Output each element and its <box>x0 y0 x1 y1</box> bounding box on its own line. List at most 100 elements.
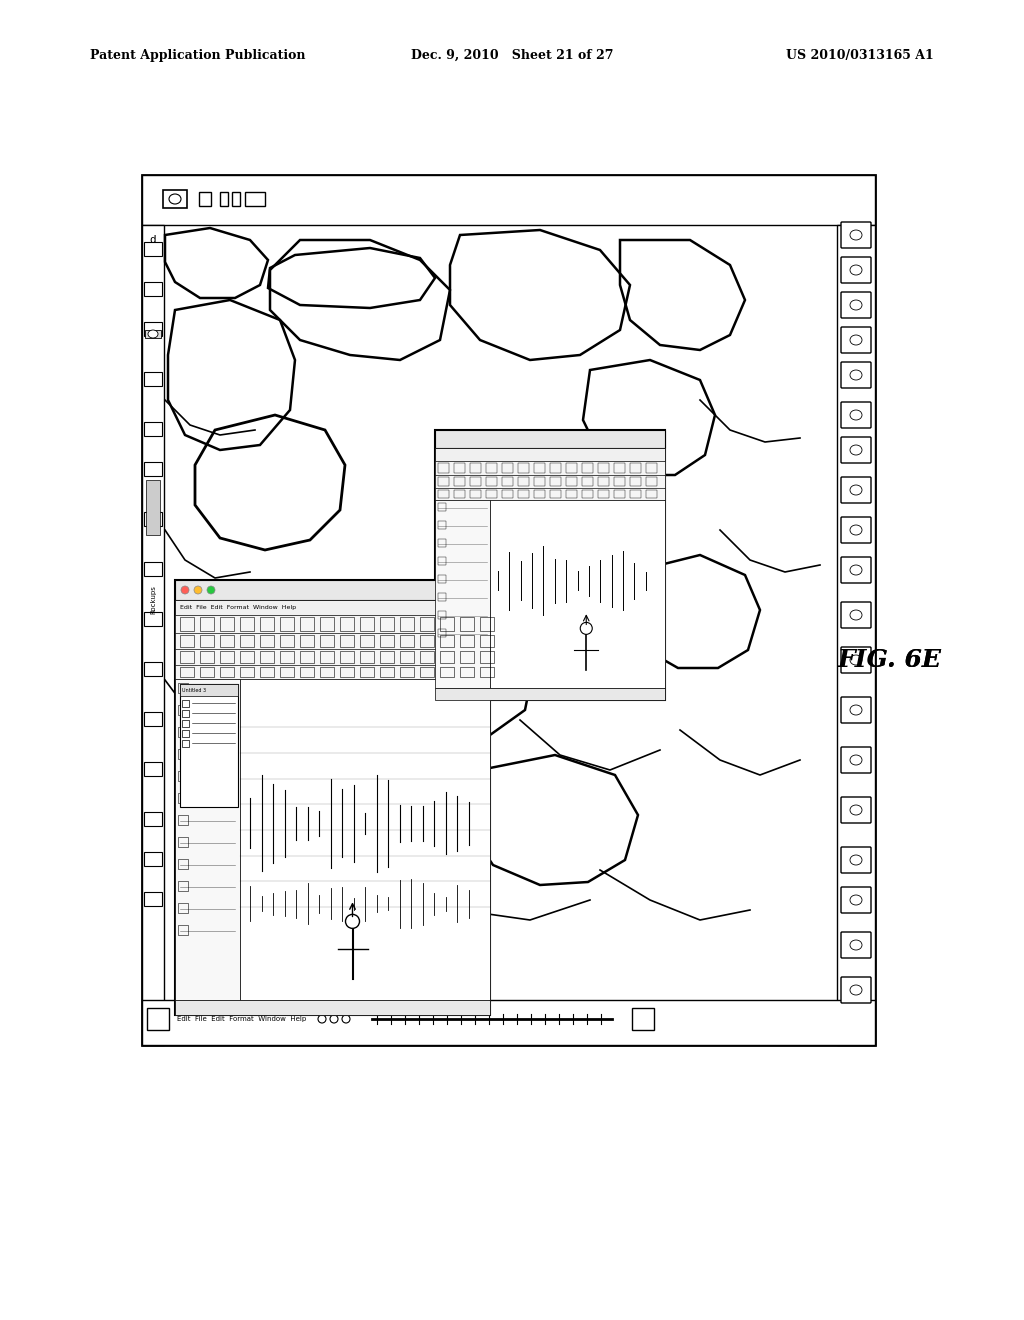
Bar <box>175 665 490 678</box>
Bar <box>300 635 314 647</box>
Bar <box>440 667 454 677</box>
Bar <box>144 711 162 726</box>
Bar <box>144 372 162 385</box>
Bar <box>837 224 874 1045</box>
Bar <box>147 1008 169 1030</box>
Bar <box>460 667 474 677</box>
Bar <box>480 635 494 647</box>
Bar <box>240 667 254 677</box>
Bar <box>180 667 194 677</box>
FancyBboxPatch shape <box>841 977 871 1003</box>
Text: Edit  File  Edit  Format  Window  Help: Edit File Edit Format Window Help <box>180 605 296 610</box>
Bar <box>435 488 665 500</box>
Bar <box>163 190 187 209</box>
Bar <box>164 224 837 1001</box>
Bar <box>646 463 657 473</box>
FancyBboxPatch shape <box>841 557 871 583</box>
Bar <box>438 576 446 583</box>
Bar <box>178 727 188 737</box>
Bar <box>460 616 474 631</box>
Bar <box>319 616 334 631</box>
Ellipse shape <box>181 586 189 594</box>
Bar <box>438 593 446 601</box>
Bar <box>144 512 162 525</box>
Bar <box>180 635 194 647</box>
Bar <box>144 562 162 576</box>
FancyBboxPatch shape <box>841 887 871 913</box>
Bar <box>146 480 160 535</box>
Bar <box>438 557 446 565</box>
Bar <box>566 490 577 498</box>
Bar <box>440 651 454 663</box>
Bar <box>420 667 434 677</box>
Bar <box>502 463 513 473</box>
Bar <box>182 719 189 727</box>
Bar <box>142 176 874 1045</box>
Bar <box>486 477 497 486</box>
Bar <box>420 651 434 663</box>
Bar <box>646 477 657 486</box>
Bar <box>144 663 162 676</box>
Bar <box>175 678 240 1001</box>
Bar <box>438 503 446 511</box>
Bar <box>340 616 354 631</box>
Bar <box>180 651 194 663</box>
Bar <box>440 616 454 631</box>
Bar <box>240 616 254 631</box>
Bar <box>486 463 497 473</box>
FancyBboxPatch shape <box>841 437 871 463</box>
Bar <box>480 651 494 663</box>
Bar <box>502 490 513 498</box>
Bar <box>438 490 449 498</box>
Bar <box>260 651 274 663</box>
Bar <box>470 463 481 473</box>
Text: Rockups: Rockups <box>150 586 156 614</box>
Bar <box>200 651 214 663</box>
Bar <box>280 651 294 663</box>
Bar <box>220 667 234 677</box>
Bar <box>435 688 665 700</box>
Bar <box>646 490 657 498</box>
Bar <box>614 490 625 498</box>
Text: Edit  File  Edit  Format  Window  Help: Edit File Edit Format Window Help <box>177 1016 306 1022</box>
Bar <box>438 539 446 546</box>
Bar <box>360 667 374 677</box>
Bar <box>178 771 188 781</box>
Bar <box>454 490 465 498</box>
Bar <box>220 651 234 663</box>
Bar <box>300 616 314 631</box>
Bar <box>435 430 665 700</box>
Ellipse shape <box>194 586 202 594</box>
Bar <box>280 616 294 631</box>
Text: FIG. 6E: FIG. 6E <box>838 648 942 672</box>
Bar <box>182 710 189 717</box>
Text: US 2010/0313165 A1: US 2010/0313165 A1 <box>786 49 934 62</box>
Bar <box>200 616 214 631</box>
Bar <box>200 635 214 647</box>
Bar <box>144 242 162 256</box>
Bar <box>175 634 490 649</box>
Bar <box>438 477 449 486</box>
Bar <box>534 477 545 486</box>
FancyBboxPatch shape <box>841 517 871 543</box>
Bar <box>280 667 294 677</box>
Bar <box>180 616 194 631</box>
Bar <box>175 1001 490 1015</box>
Bar <box>360 616 374 631</box>
Bar <box>300 651 314 663</box>
Bar <box>380 635 394 647</box>
Bar <box>400 651 414 663</box>
Bar <box>182 700 189 708</box>
Bar <box>480 667 494 677</box>
Bar <box>460 651 474 663</box>
Bar <box>518 477 529 486</box>
Bar <box>175 601 490 615</box>
Bar <box>260 635 274 647</box>
Text: Untitled 3: Untitled 3 <box>182 688 206 693</box>
Bar <box>319 635 334 647</box>
Bar <box>438 630 446 638</box>
Bar <box>582 490 593 498</box>
Bar <box>340 651 354 663</box>
Bar <box>435 430 665 447</box>
Bar <box>400 616 414 631</box>
